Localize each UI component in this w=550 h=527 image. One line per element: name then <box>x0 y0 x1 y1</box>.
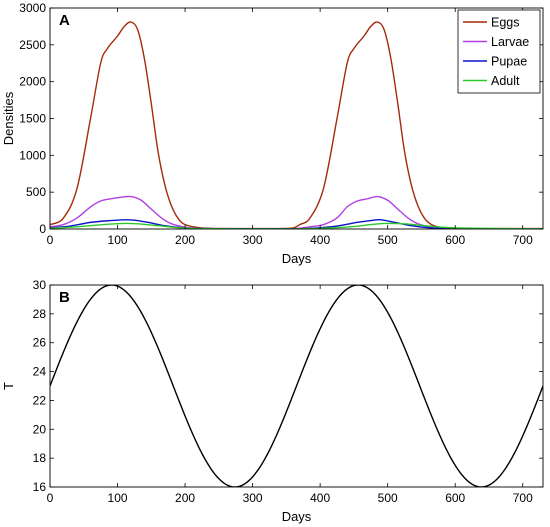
x-tick-label: 100 <box>108 491 128 505</box>
panel-b-label: B <box>59 289 70 306</box>
panel-a-x-axis-label: Days <box>282 251 312 266</box>
x-tick-label: 0 <box>47 233 54 247</box>
legend-label-larvae: Larvae <box>491 35 529 49</box>
legend-label-adult: Adult <box>491 74 520 88</box>
panel-a-legend: Eggs Larvae Pupae Adult <box>457 9 541 94</box>
y-tick-label: 18 <box>33 451 47 465</box>
y-tick-label: 2500 <box>19 38 46 52</box>
x-tick-label: 200 <box>175 491 195 505</box>
panel-b-ticks: 0 100 200 300 400 500 600 700 16 18 20 22 24 26 28 30 <box>33 278 543 505</box>
panel-a-ticks: 0 100 200 300 400 500 600 700 0 500 1000 1500 2000 25… <box>19 1 543 247</box>
y-tick-label: 500 <box>26 185 46 199</box>
series-line-temperature <box>50 285 543 487</box>
y-tick-label: 1500 <box>19 112 46 126</box>
panel-b-x-axis-label: Days <box>282 509 312 524</box>
x-tick-label: 600 <box>445 491 465 505</box>
y-tick-label: 22 <box>33 393 47 407</box>
x-tick-label: 500 <box>378 233 398 247</box>
x-tick-label: 400 <box>310 233 330 247</box>
x-tick-label: 600 <box>445 233 465 247</box>
panel-a-densities-chart: 0 100 200 300 400 500 600 700 0 500 1000 1500 2000 25… <box>1 1 544 266</box>
y-tick-label: 30 <box>33 278 47 292</box>
panel-a-y-axis-label: Densities <box>1 91 16 145</box>
x-tick-label: 200 <box>175 233 195 247</box>
x-tick-label: 300 <box>243 491 263 505</box>
y-tick-label: 28 <box>33 307 47 321</box>
x-tick-label: 500 <box>378 491 398 505</box>
y-tick-label: 3000 <box>19 1 46 15</box>
y-tick-label: 16 <box>33 480 47 494</box>
panel-b-plot-frame <box>49 284 544 488</box>
x-tick-label: 300 <box>243 233 263 247</box>
legend-label-pupae: Pupae <box>491 55 527 69</box>
panel-a-label: A <box>59 12 70 29</box>
panel-b-temperature-chart: 0 100 200 300 400 500 600 700 16 18 20 22 24 26 28 30 B… <box>1 278 544 524</box>
y-tick-label: 20 <box>33 422 47 436</box>
y-tick-label: 26 <box>33 336 47 350</box>
x-tick-label: 700 <box>513 233 533 247</box>
panel-b-series-group <box>50 285 543 487</box>
y-tick-label: 24 <box>33 365 47 379</box>
y-tick-label: 0 <box>39 222 46 236</box>
x-tick-label: 0 <box>47 491 54 505</box>
x-tick-label: 400 <box>310 491 330 505</box>
x-tick-label: 100 <box>108 233 128 247</box>
y-tick-label: 2000 <box>19 75 46 89</box>
legend-label-eggs: Eggs <box>491 16 520 30</box>
panel-b-y-axis-label: T <box>1 382 16 390</box>
legend-box <box>457 9 541 94</box>
y-tick-label: 1000 <box>19 148 46 162</box>
x-tick-label: 700 <box>513 491 533 505</box>
